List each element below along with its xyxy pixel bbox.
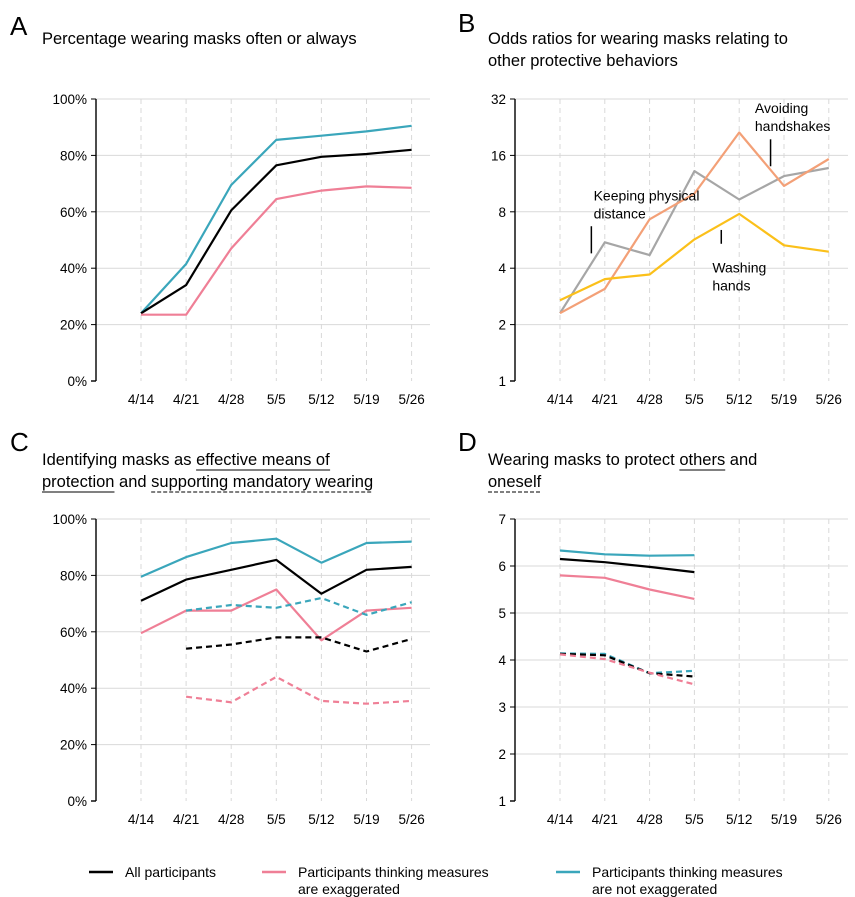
y-tick-label: 7 [498,512,506,527]
x-tick-label: 5/19 [771,812,797,827]
y-tick-label: 100% [52,512,87,527]
series-line-all-dashed [559,652,695,678]
y-tick-label: 32 [491,92,506,107]
y-tick-label: 5 [498,606,506,621]
panel-title-line: other protective behaviors [488,52,678,70]
x-tick-label: 4/28 [636,392,662,407]
series-line-exaggerated-solid [559,574,695,600]
x-tick-label: 4/14 [547,392,574,407]
y-tick-label: 4 [498,261,506,276]
x-tick-label: 5/5 [685,812,704,827]
series-annotation: Washing hands [712,259,766,293]
x-tick-label: 5/19 [771,392,797,407]
panel-a: A Percentage wearing masks often or alway… [10,11,430,407]
series-line-all-solid [140,558,412,602]
panel-title-line: Percentage wearing masks often or always [42,30,357,48]
legend-label: All participants [125,864,216,880]
series-line-exaggerated-solid [141,185,412,316]
x-tick-label: 5/26 [816,812,842,827]
series-line-not_exaggerated-solid [559,549,695,557]
legend-item-all: All participants [89,864,216,880]
legend-item-exaggerated: Participants thinking measures are exagge… [262,864,489,897]
x-tick-label: 4/28 [218,812,244,827]
y-tick-label: 100% [52,92,87,107]
y-tick-label: 20% [60,318,87,333]
y-tick-label: 80% [60,148,87,163]
legend: All participants Participants thinking me… [89,864,783,897]
x-tick-label: 4/28 [636,812,662,827]
x-tick-label: 4/14 [547,812,574,827]
series-line-exaggerated-solid [140,588,412,642]
panel-title-line: Identifying masks as effective means of [42,451,330,469]
panel-title-line: protection and supporting mandatory wear… [42,473,373,491]
x-tick-label: 5/12 [308,392,334,407]
y-tick-label: 40% [60,261,87,276]
panel-d: D Wearing masks to protect others and ones… [458,427,848,827]
legend-label: Participants thinking measures are exagge… [298,864,489,897]
x-tick-label: 5/12 [308,812,334,827]
y-tick-label: 16 [491,148,506,163]
y-tick-label: 80% [60,568,87,583]
x-tick-label: 5/26 [816,392,842,407]
x-tick-label: 5/26 [398,812,424,827]
panel-letter: B [458,8,475,38]
series-line-avoid_handshakes-solid [559,131,830,315]
panel-b: B Odds ratios for wearing masks relating … [458,8,848,407]
series-line-all-solid [140,148,412,315]
series-line-not_exaggerated-solid [140,537,412,578]
panel-title-line: Wearing masks to protect others and [488,451,757,469]
y-tick-label: 40% [60,681,87,696]
x-tick-label: 4/14 [128,812,155,827]
y-tick-label: 2 [498,747,506,762]
x-tick-label: 5/26 [398,392,424,407]
x-tick-label: 4/21 [173,392,199,407]
x-tick-label: 4/28 [218,392,244,407]
y-tick-label: 6 [498,559,506,574]
y-tick-label: 2 [498,318,506,333]
y-tick-label: 8 [498,205,506,220]
x-tick-label: 5/5 [685,392,704,407]
x-tick-label: 5/19 [353,812,379,827]
series-line-keep_distance-solid [559,166,829,314]
y-tick-label: 4 [498,653,506,668]
x-tick-label: 4/21 [173,812,199,827]
x-tick-label: 4/21 [592,812,618,827]
y-tick-label: 60% [60,205,87,220]
y-tick-label: 20% [60,738,87,753]
panel-title-line: oneself [488,473,542,491]
series-line-wash_hands-solid [559,212,829,302]
panel-c: C Identifying masks as effective means of… [10,427,430,827]
y-tick-label: 0% [67,794,87,809]
series-line-all-solid [559,557,695,574]
panel-title-line: Odds ratios for wearing masks relating t… [488,30,788,48]
legend-label: Participants thinking measures are not ex… [592,864,783,897]
panel-letter: C [10,427,29,457]
y-tick-label: 1 [498,794,506,809]
y-tick-label: 0% [67,374,87,389]
panel-letter: A [10,11,28,41]
series-line-all-dashed [185,636,412,653]
x-tick-label: 4/14 [128,392,155,407]
x-tick-label: 4/21 [592,392,618,407]
x-tick-label: 5/5 [267,392,286,407]
x-tick-label: 5/12 [726,812,752,827]
series-line-exaggerated-dashed [559,653,695,686]
legend-item-not_exaggerated: Participants thinking measures are not ex… [556,864,783,897]
panel-letter: D [458,427,477,457]
series-annotation: Avoiding handshakes [755,100,831,134]
y-tick-label: 3 [498,700,506,715]
x-tick-label: 5/19 [353,392,379,407]
x-tick-label: 5/12 [726,392,752,407]
x-tick-label: 5/5 [267,812,286,827]
series-line-exaggerated-dashed [185,675,412,705]
series-line-not_exaggerated-dashed [185,596,412,617]
y-tick-label: 60% [60,625,87,640]
series-annotation: Keeping physical distance [594,187,700,221]
y-tick-label: 1 [498,374,506,389]
series-line-not_exaggerated-solid [140,124,412,315]
